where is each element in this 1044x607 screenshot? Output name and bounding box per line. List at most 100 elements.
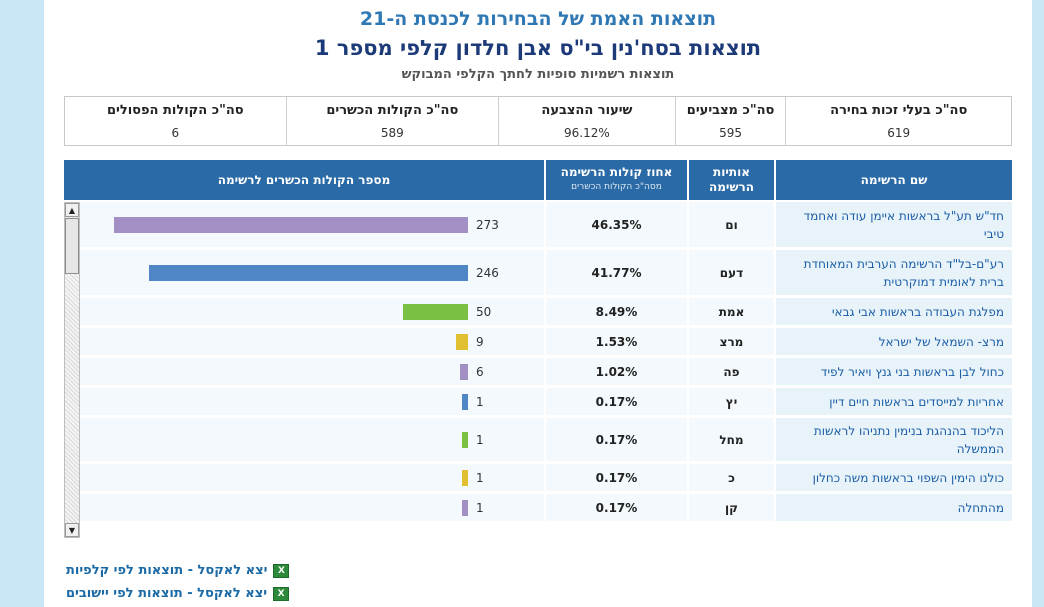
row-votes-cell: 1	[64, 388, 544, 415]
row-votes-count: 6	[476, 364, 484, 379]
row-votes-count: 1	[476, 470, 484, 485]
row-list-letters: מרצ	[687, 328, 774, 355]
row-votes-cell: 50	[64, 298, 544, 325]
row-votes-cell: 1	[64, 464, 544, 491]
row-votes-bar	[462, 393, 468, 410]
row-list-letters: אמת	[687, 298, 774, 325]
table-scrollbar[interactable]: ▲ ▼	[64, 202, 80, 538]
row-votes-bar	[462, 431, 468, 448]
row-list-name[interactable]: כולנו הימין השפוי בראשות משה כחלון	[774, 464, 1012, 491]
row-list-name[interactable]: מפלגת העבודה בראשות אבי גבאי	[774, 298, 1012, 325]
header-letters-line1: אותיות	[713, 165, 750, 179]
summary-valid: סה"כ הקולות הכשרים 589	[285, 97, 499, 145]
summary-invalid-label: סה"כ הקולות הפסולים	[106, 102, 244, 118]
row-percent: 1.02%	[544, 358, 687, 385]
header-percent: אחוז קולות הרשימה מסה"כ הקולות הכשרים	[544, 160, 687, 200]
excel-icon: X	[273, 586, 290, 601]
header-list-letters: אותיות הרשימה	[687, 160, 774, 200]
row-list-letters: יץ	[687, 388, 774, 415]
row-votes-bar	[462, 499, 468, 516]
export-excel-by-settlement-link[interactable]: יצא לאקסל - תוצאות לפי יישובים X	[66, 586, 290, 601]
table-row: כולנו הימין השפוי בראשות משה כחלון כ 0.17%…	[64, 464, 1012, 494]
table-row: רע"ם-בל"ד הרשימה הערבית המאוחדת ברית לאו…	[64, 250, 1012, 298]
row-votes-bar	[149, 264, 468, 281]
table-row: מפלגת העבודה בראשות אבי גבאי אמת 8.49% 50	[64, 298, 1012, 328]
summary-voters-label: סה"כ מצביעים	[686, 102, 775, 118]
row-list-letters: דעם	[687, 250, 774, 295]
row-votes-cell: 1	[64, 494, 544, 521]
ballot-title: תוצאות בסח'נין בי"ס אבן חלדון קלפי מספר …	[314, 36, 762, 60]
scroll-up-arrow-icon[interactable]: ▲	[65, 203, 79, 217]
summary-table: סה"כ בעלי זכות בחירה 619 סה"כ מצביעים 59…	[64, 96, 1012, 146]
row-percent: 41.77%	[544, 250, 687, 295]
row-votes-cell: 9	[64, 328, 544, 355]
row-votes-cell: 273	[64, 202, 544, 247]
row-list-name[interactable]: אחריות למייסדים בראשות חיים דיין	[774, 388, 1012, 415]
row-list-name[interactable]: מהתחלה	[774, 494, 1012, 521]
header-percent-label: אחוז קולות הרשימה	[560, 165, 673, 179]
table-row: הליכוד בהנהגת בנימין נתניהו לראשות הממשל…	[64, 418, 1012, 464]
row-votes-count: 9	[476, 334, 484, 349]
row-votes-cell: 1	[64, 418, 544, 461]
row-list-letters: פה	[687, 358, 774, 385]
row-list-name[interactable]: כחול לבן בראשות בני גנץ ויאיר לפיד	[774, 358, 1012, 385]
table-row: אחריות למייסדים בראשות חיים דיין יץ 0.17% 1	[64, 388, 1012, 418]
page-subtitle: תוצאות רשמיות סופיות לחתך הקלפי המבוקש	[401, 67, 675, 82]
row-percent: 0.17%	[544, 418, 687, 461]
table-row: מהתחלה קן 0.17% 1	[64, 494, 1012, 524]
summary-turnout: שיעור ההצבעה 96.12%	[498, 97, 675, 145]
row-votes-count: 1	[476, 500, 484, 515]
row-percent: 1.53%	[544, 328, 687, 355]
table-row: כחול לבן בראשות בני גנץ ויאיר לפיד פה 1.02…	[64, 358, 1012, 388]
row-percent: 8.49%	[544, 298, 687, 325]
row-votes-bar	[456, 333, 468, 350]
row-list-name[interactable]: חד"ש תע"ל בראשות איימן עודה ואחמד טיבי	[774, 202, 1012, 247]
header-percent-sub: מסה"כ הקולות הכשרים	[571, 182, 662, 192]
table-row: חד"ש תע"ל בראשות איימן עודה ואחמד טיבי ום…	[64, 202, 1012, 250]
summary-valid-value: 589	[380, 125, 404, 140]
row-list-letters: מחל	[687, 418, 774, 461]
row-votes-cell: 6	[64, 358, 544, 385]
row-votes-bar	[114, 216, 468, 233]
summary-voters: סה"כ מצביעים 595	[674, 97, 786, 145]
row-votes-bar	[462, 469, 468, 486]
scroll-down-arrow-icon[interactable]: ▼	[65, 523, 79, 537]
row-votes-count: 273	[476, 217, 499, 232]
summary-invalid-value: 6	[171, 125, 180, 140]
row-votes-count: 246	[476, 265, 499, 280]
summary-valid-label: סה"כ הקולות הכשרים	[326, 102, 459, 118]
row-list-letters: כ	[687, 464, 774, 491]
row-list-name[interactable]: רע"ם-בל"ד הרשימה הערבית המאוחדת ברית לאו…	[774, 250, 1012, 295]
summary-turnout-value: 96.12%	[564, 125, 610, 140]
excel-icon: X	[273, 563, 290, 578]
row-percent: 0.17%	[544, 464, 687, 491]
header-letters-line2: הרשימה	[708, 180, 755, 194]
summary-eligible: סה"כ בעלי זכות בחירה 619	[785, 97, 1011, 145]
row-list-letters: ום	[687, 202, 774, 247]
row-list-name[interactable]: מרצ- השמאל של ישראל	[774, 328, 1012, 355]
summary-voters-value: 595	[719, 125, 743, 140]
row-votes-cell: 246	[64, 250, 544, 295]
row-votes-count: 1	[476, 394, 484, 409]
export-by-ballot-label: יצא לאקסל - תוצאות לפי קלפיות	[66, 563, 268, 578]
results-frame: תוצאות האמת של הבחירות לכנסת ה-21 תוצאות…	[44, 0, 1032, 607]
results-table-header: שם הרשימה אותיות הרשימה אחוז קולות הרשימ…	[64, 160, 1012, 200]
header-votes: מספר הקולות הכשרים לרשימה	[64, 160, 544, 200]
row-percent: 0.17%	[544, 388, 687, 415]
summary-invalid: סה"כ הקולות הפסולים 6	[65, 97, 286, 145]
summary-turnout-label: שיעור ההצבעה	[541, 102, 633, 118]
summary-eligible-value: 619	[887, 125, 911, 140]
row-votes-bar	[460, 363, 468, 380]
row-percent: 46.35%	[544, 202, 687, 247]
summary-eligible-label: סה"כ בעלי זכות בחירה	[830, 102, 968, 118]
row-list-name[interactable]: הליכוד בהנהגת בנימין נתניהו לראשות הממשל…	[774, 418, 1012, 461]
table-row: מרצ- השמאל של ישראל מרצ 1.53% 9	[64, 328, 1012, 358]
row-votes-count: 1	[476, 432, 484, 447]
scroll-thumb[interactable]	[65, 218, 79, 274]
export-excel-by-ballot-link[interactable]: יצא לאקסל - תוצאות לפי קלפיות X	[66, 563, 290, 578]
export-by-settlement-label: יצא לאקסל - תוצאות לפי יישובים	[66, 586, 268, 601]
header-list-name: שם הרשימה	[774, 160, 1012, 200]
row-list-letters: קן	[687, 494, 774, 521]
row-votes-count: 50	[476, 304, 492, 319]
row-percent: 0.17%	[544, 494, 687, 521]
